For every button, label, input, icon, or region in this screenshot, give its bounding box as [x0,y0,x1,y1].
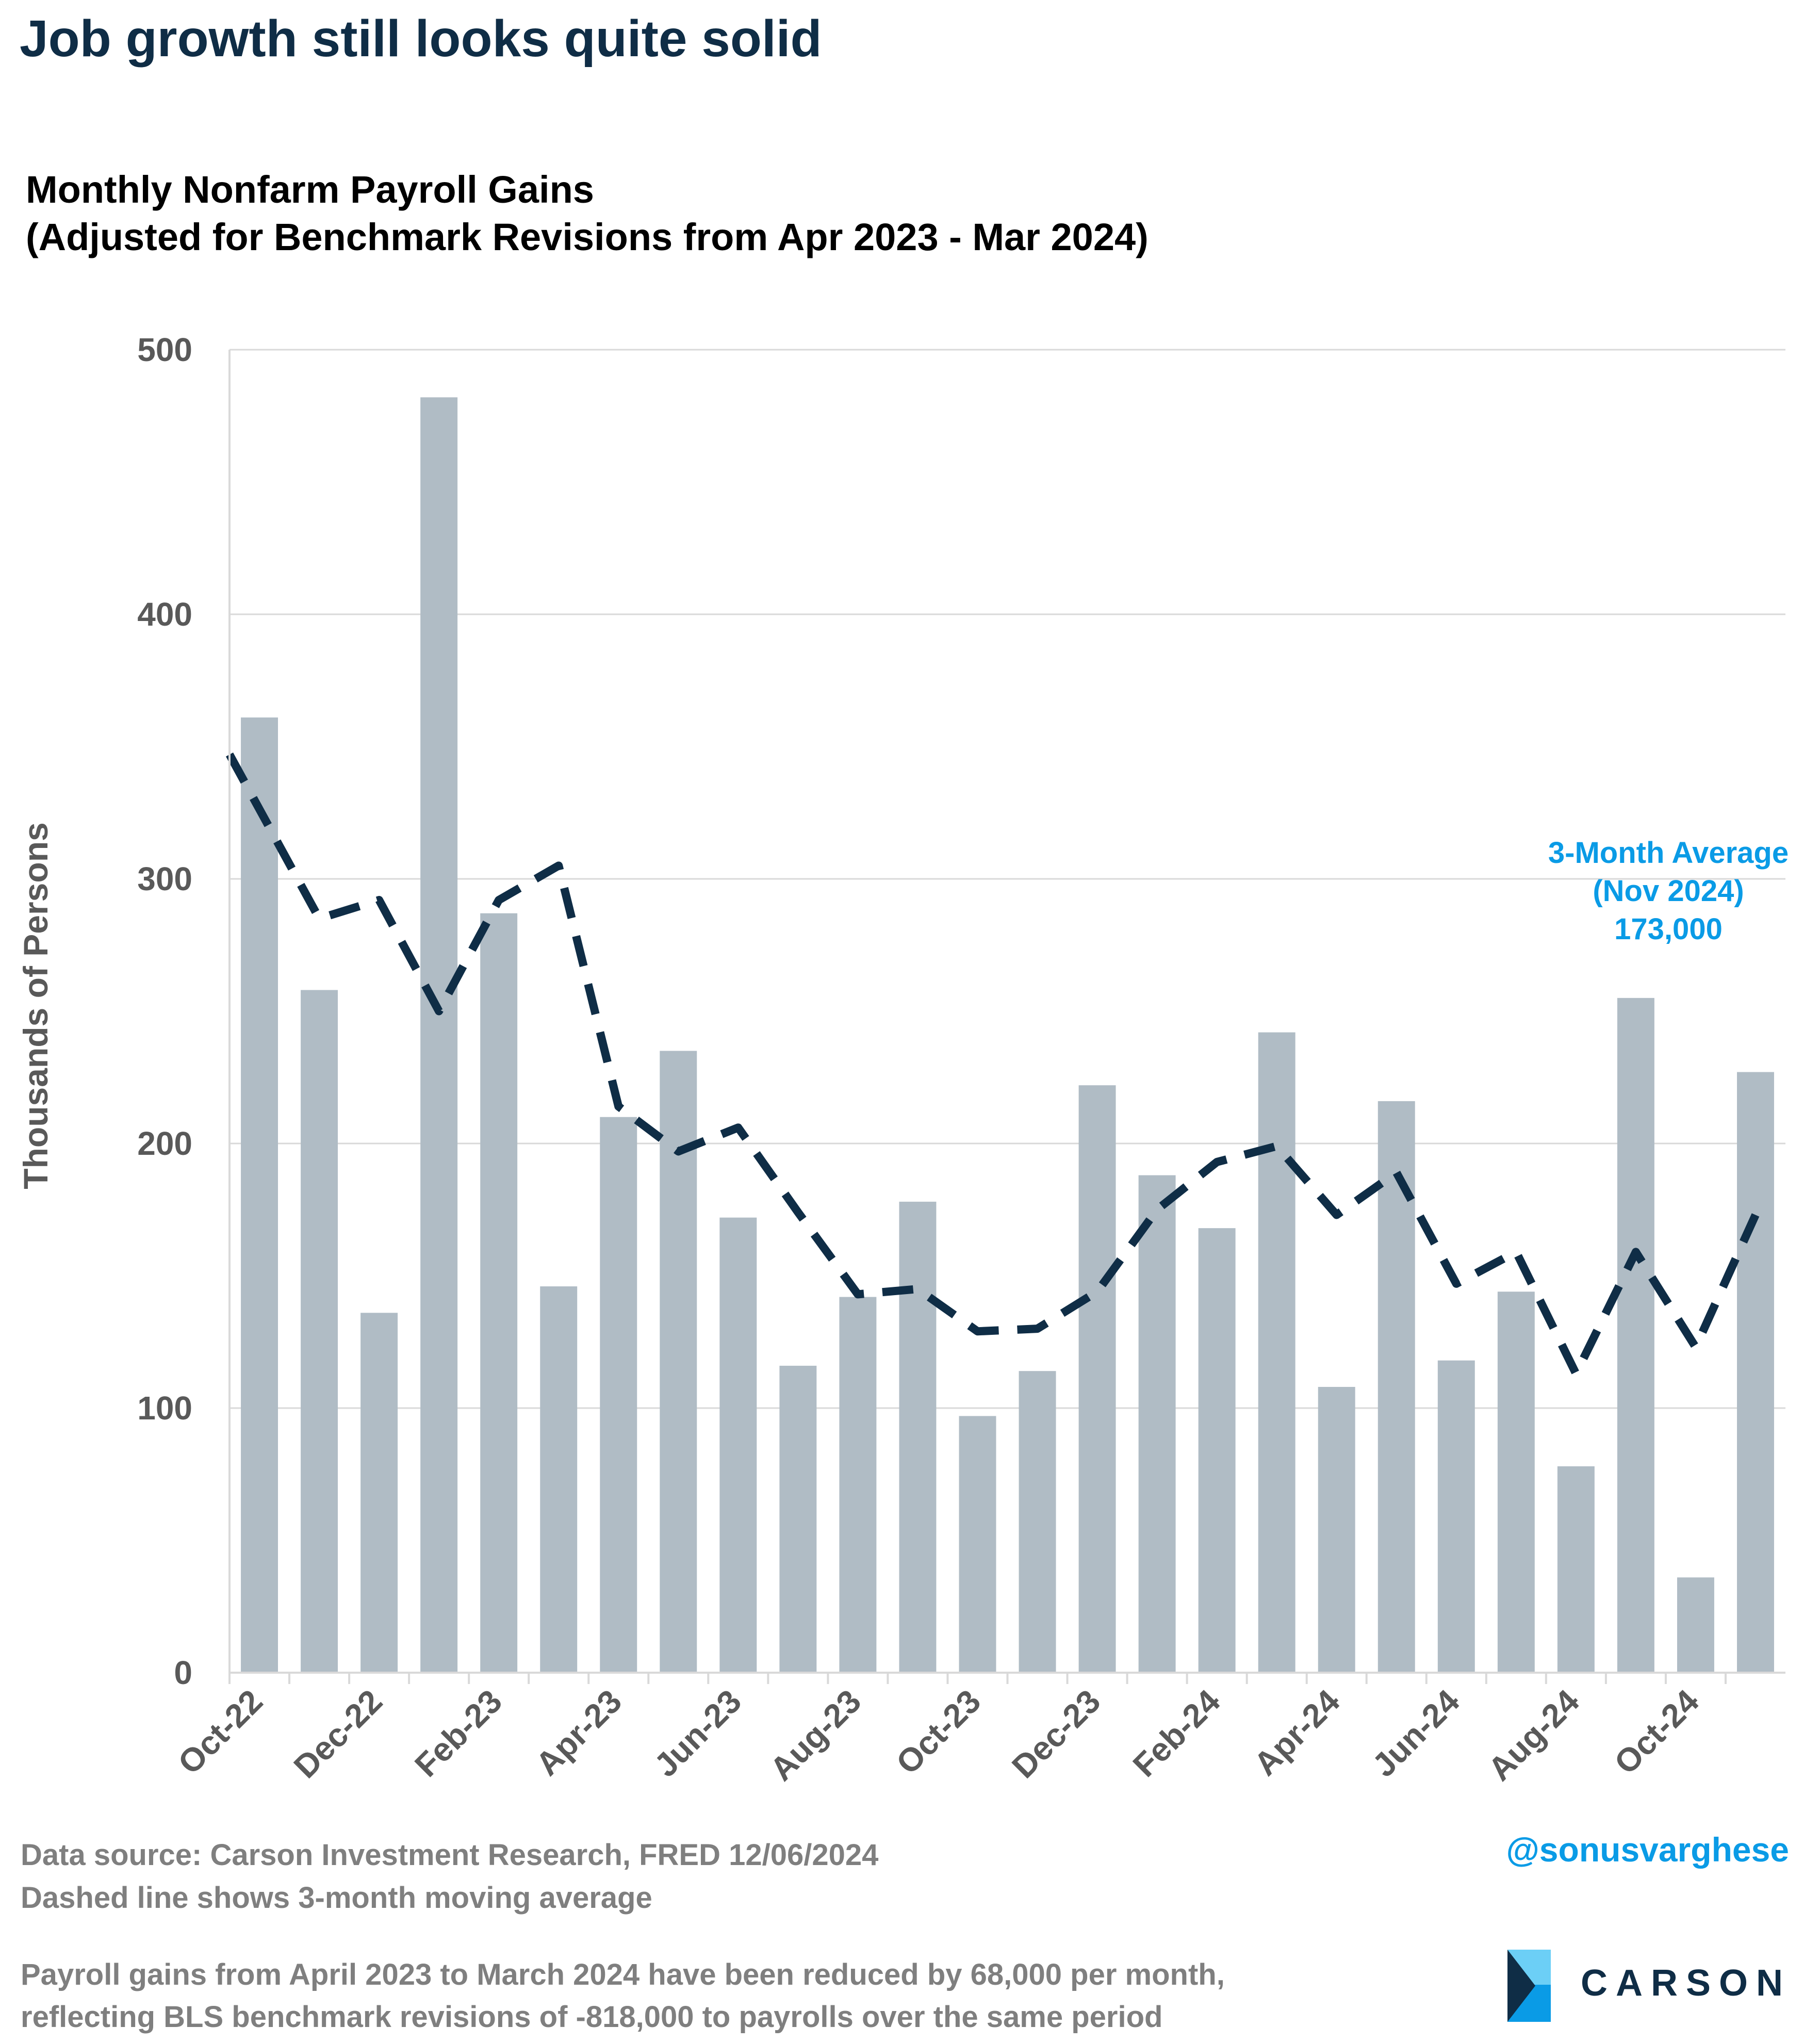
bar [959,1416,996,1673]
y-axis-title: Thousands of Persons [17,822,55,1189]
annotation-line-3: 173,000 [1614,912,1723,946]
grid-lines [229,349,1785,1409]
x-tick-label: Aug-24 [1481,1682,1586,1788]
bar [1497,1292,1535,1673]
bar [301,990,338,1673]
bar [899,1201,937,1673]
y-tick-label: 200 [137,1125,192,1162]
x-tick-label: Feb-23 [407,1682,509,1784]
x-tick-label: Oct-22 [171,1682,270,1782]
headline: Job growth still looks quite solid [20,10,822,68]
bar [839,1297,877,1673]
chart-title: Monthly Nonfarm Payroll Gains (Adjusted … [26,166,1149,261]
x-tick-label: Feb-24 [1126,1682,1227,1784]
bar [480,913,518,1673]
bar [719,1217,757,1673]
footer-source: Data source: Carson Investment Research,… [21,1838,879,1872]
bar [1019,1371,1056,1673]
bar [1437,1360,1475,1673]
moving-average-line [225,753,1760,1378]
x-tick-label: Dec-23 [1005,1682,1107,1785]
bar [1378,1101,1415,1673]
bar [1557,1466,1595,1673]
carson-logo-mark-icon [1507,1950,1551,2022]
bar-series [241,397,1774,1673]
x-tick-label: Jun-23 [647,1682,748,1784]
x-tick-label: Oct-24 [1607,1682,1706,1782]
average-annotation: 3-Month Average (Nov 2024) 173,000 [1548,836,1789,946]
author-handle: @sonusvarghese [1506,1830,1789,1869]
footer-revision-line-1: Payroll gains from April 2023 to March 2… [21,1958,1225,1991]
y-tick-label: 300 [137,860,192,897]
bar [1318,1386,1355,1673]
bar [1198,1228,1236,1673]
x-tick-label: Apr-23 [529,1682,629,1783]
annotation-line-2: (Nov 2024) [1593,874,1744,908]
bar [1078,1085,1116,1673]
bar [1737,1072,1774,1673]
y-tick-label: 100 [137,1390,192,1427]
x-tick-label: Dec-22 [287,1682,389,1785]
x-tick-label: Jun-24 [1365,1682,1467,1784]
bar [420,397,458,1673]
y-tick-label: 0 [174,1654,192,1691]
y-tick-label: 500 [137,331,192,368]
chart-title-line-1: Monthly Nonfarm Payroll Gains [26,168,594,211]
x-tick-label: Aug-23 [763,1682,868,1788]
bar [241,717,278,1673]
bar [1138,1175,1176,1673]
x-tick-label: Apr-24 [1247,1682,1347,1783]
bar [1617,998,1654,1673]
annotation-line-1: 3-Month Average [1548,836,1789,870]
bar [600,1117,637,1673]
y-tick-label: 400 [137,596,192,633]
x-tick-label: Oct-23 [889,1682,988,1782]
carson-logo: CARSON [1503,1944,1792,2027]
bar [360,1313,398,1673]
footer-note: Dashed line shows 3-month moving average [21,1881,652,1915]
bar [1258,1032,1296,1673]
carson-logo-word: CARSON [1581,1963,1792,2004]
moving-average-series [225,753,1760,1378]
chart-title-line-2: (Adjusted for Benchmark Revisions from A… [26,216,1149,258]
bar [1677,1577,1714,1673]
bar [779,1365,817,1673]
footer-revision-line-2: reflecting BLS benchmark revisions of -8… [21,2000,1163,2034]
bar [540,1286,578,1673]
